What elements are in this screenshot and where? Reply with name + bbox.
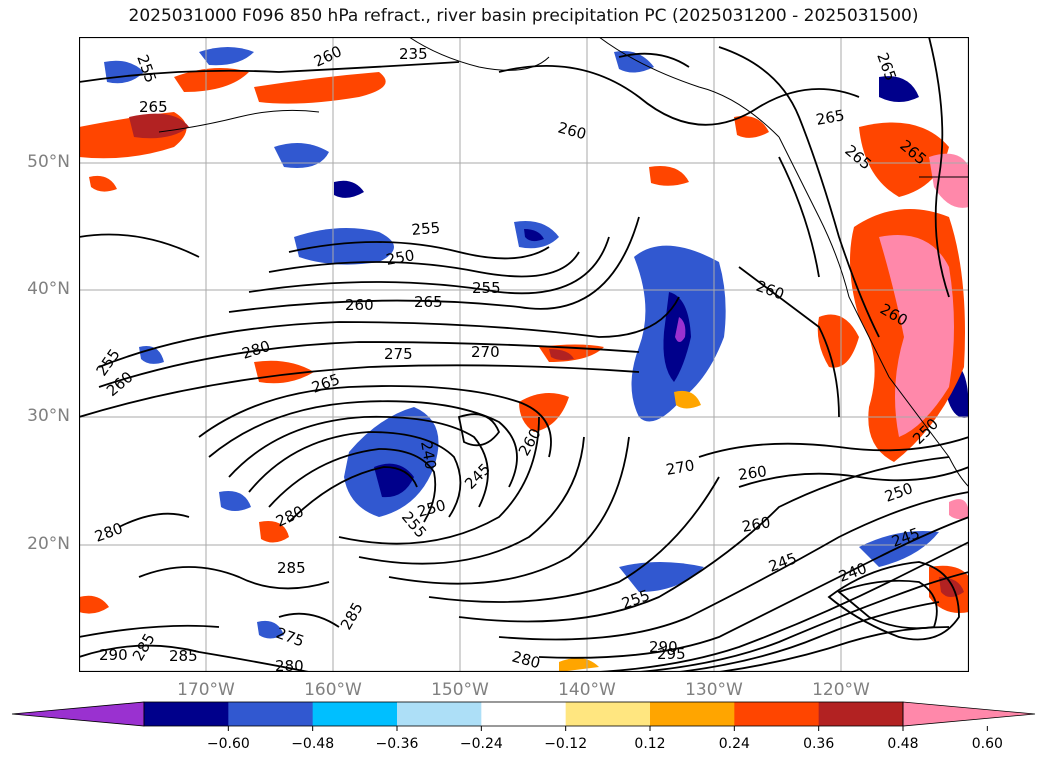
contour-label: 265 — [414, 293, 443, 311]
colorbar-segment — [228, 702, 314, 726]
precipitation-shading — [79, 47, 969, 672]
colorbar-tick-label: 0.48 — [887, 736, 918, 752]
map-title: 2025031000 F096 850 hPa refract., river … — [128, 6, 919, 26]
colorbar-tick-label: −0.36 — [376, 736, 419, 752]
contour-label: 255 — [411, 219, 441, 239]
contour-label: 255 — [472, 279, 501, 297]
colorbar-tick-label: 0.60 — [972, 736, 1003, 752]
colorbar-tick-label: −0.12 — [544, 736, 587, 752]
contour-label: 290 — [99, 646, 128, 664]
colorbar-segment — [397, 702, 482, 726]
colorbar-segment — [650, 702, 735, 726]
colorbar-segment — [312, 702, 398, 726]
colorbar-segment — [144, 702, 229, 726]
colorbar-frame — [143, 701, 904, 727]
colorbar-segment — [481, 702, 567, 726]
contour-label: 235 — [399, 45, 428, 63]
colorbar-tick-label: −0.60 — [207, 736, 250, 752]
lat-label-20n: 20°N — [27, 534, 70, 554]
lon-label-130w: 130°W — [685, 680, 743, 700]
contour-label: 280 — [275, 657, 304, 672]
colorbar-segment — [734, 702, 820, 726]
colorbar-tick-label: −0.48 — [291, 736, 334, 752]
lon-label-140w: 140°W — [558, 680, 616, 700]
contour-label: 260 — [345, 296, 374, 314]
contour-label: 290 — [649, 638, 678, 656]
colorbar-extend-low — [11, 701, 145, 727]
contour-label: 285 — [277, 559, 306, 577]
lon-label-120w: 120°W — [812, 680, 870, 700]
contour-label: 260 — [737, 462, 768, 484]
colorbar-ticks: −0.60 −0.48 −0.36 −0.24 −0.12 0.12 0.24 0.36 0.4… — [207, 726, 1003, 752]
contour-label: 265 — [139, 98, 168, 116]
colorbar-tick-label: −0.24 — [460, 736, 503, 752]
contour-label: 265 — [815, 106, 846, 129]
lat-label-50n: 50°N — [27, 152, 70, 172]
colorbar-segment — [818, 702, 904, 726]
contour-label: 295 — [657, 645, 686, 663]
lat-label-30n: 30°N — [27, 406, 70, 426]
contour-label: 250 — [385, 246, 416, 269]
lat-label-40n: 40°N — [27, 279, 70, 299]
lon-label-160w: 160°W — [304, 680, 362, 700]
contour-label: 270 — [665, 456, 696, 479]
map-panel: 255 235 265 260 265 260 250 255 260 265 … — [79, 37, 969, 672]
graticule — [79, 37, 969, 672]
contour-label: 285 — [169, 647, 198, 665]
colorbar-extend-high — [902, 701, 1036, 727]
contour-label: 275 — [384, 345, 413, 363]
contour-label: 260 — [741, 513, 772, 536]
map-frame — [79, 37, 969, 672]
colorbar-tick-label: 0.36 — [803, 736, 834, 752]
colorbar-segment — [565, 702, 651, 726]
refractivity-contours — [79, 37, 969, 672]
lon-label-170w: 170°W — [177, 680, 235, 700]
lon-label-150w: 150°W — [431, 680, 489, 700]
colorbar: −0.60 −0.48 −0.36 −0.24 −0.12 0.12 0.24 0.36 0.4… — [11, 701, 1036, 752]
contour-label: 270 — [471, 343, 500, 361]
coastlines — [158, 37, 969, 488]
contour-label: 240 — [417, 440, 440, 471]
colorbar-tick-label: 0.24 — [719, 736, 750, 752]
colorbar-segments — [11, 701, 1036, 727]
colorbar-tick-label: 0.12 — [634, 736, 665, 752]
